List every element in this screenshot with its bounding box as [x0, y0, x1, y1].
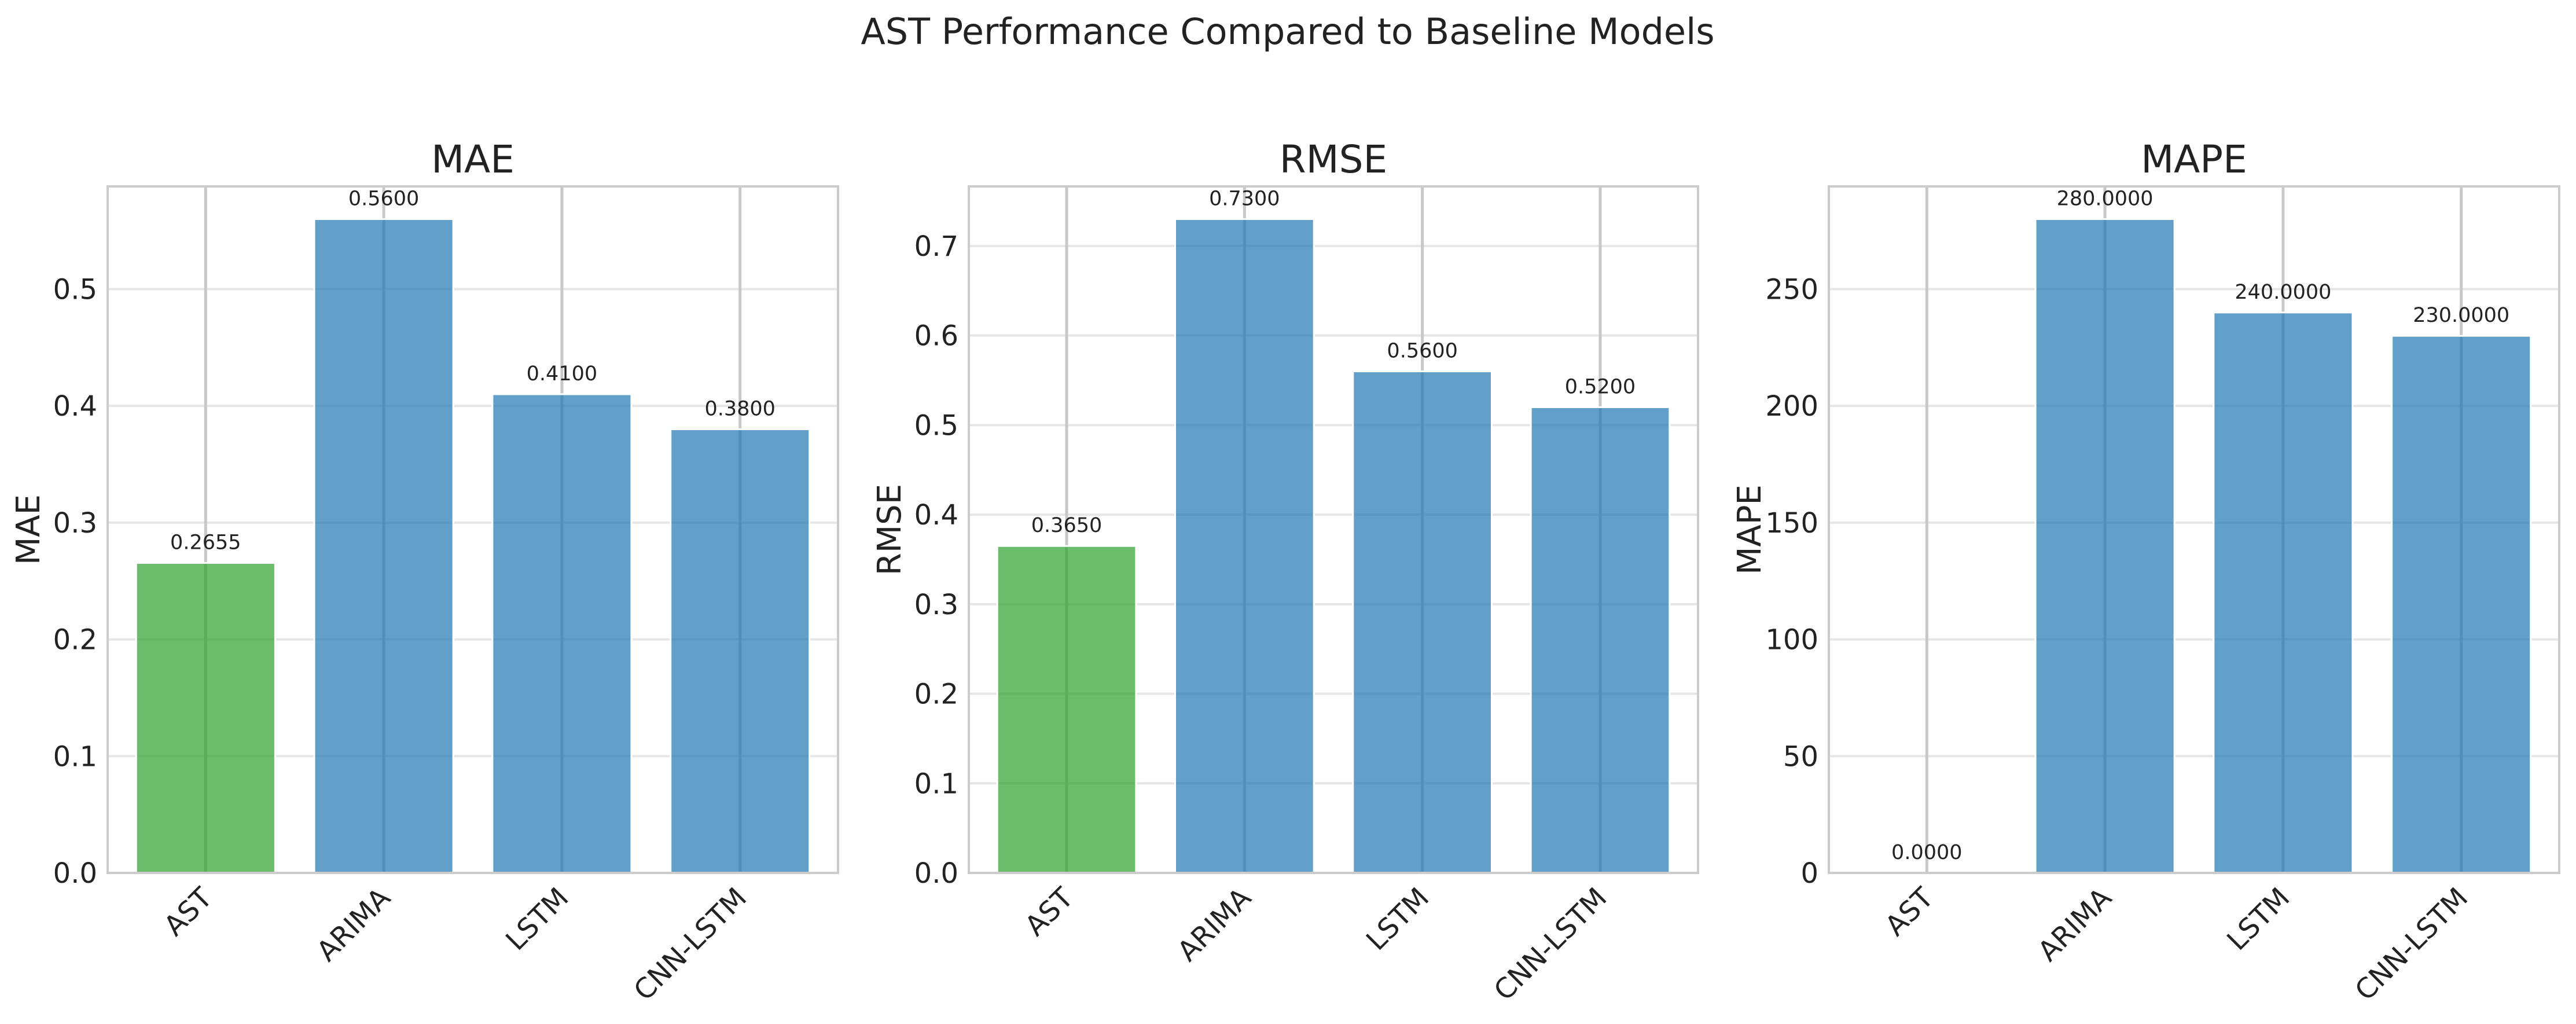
y-tick-label: 0 [1800, 857, 1818, 890]
y-tick-label: 100 [1765, 624, 1818, 656]
data-label: 280.0000 [2057, 187, 2154, 210]
bar-cnn-lstm [2391, 335, 2532, 874]
data-label: 0.3650 [1031, 514, 1102, 537]
data-label: 0.5600 [1387, 340, 1457, 363]
y-tick-label: 0.0 [914, 857, 958, 890]
x-tick-label: AST [1879, 881, 1941, 942]
data-label: 0.3800 [704, 398, 775, 421]
y-tick-label: 50 [1783, 740, 1818, 773]
chart-panels: 0.26550.56000.41000.38000.00.10.20.30.40… [10, 137, 2560, 1007]
y-tick-label: 0.5 [53, 273, 97, 306]
bar-lstm [1352, 370, 1493, 874]
y-axis-label: MAPE [1731, 485, 1769, 575]
data-label: 0.5600 [348, 187, 419, 210]
y-tick-label: 0.3 [914, 589, 958, 621]
plot-frame [106, 185, 839, 874]
bar-arima [313, 218, 454, 874]
panel-title: MAE [431, 137, 515, 182]
plot-frame [1828, 185, 2560, 874]
panel-title: MAPE [2141, 137, 2247, 182]
x-tick-label: CNN-LSTM [627, 882, 753, 1007]
chart-panel-mae: 0.2655 0.5600 0.4100 0.3800 0.0 0.1 0.2 0.3 0.4 0… [10, 137, 839, 1007]
x-tick-label: LSTM [1360, 882, 1435, 957]
x-tick-label: CNN-LSTM [2349, 882, 2474, 1007]
data-label: 0.2655 [170, 531, 241, 554]
y-tick-label: 0.2 [53, 624, 97, 656]
y-tick-label: 0.7 [914, 230, 958, 263]
y-tick-label: 0.4 [53, 390, 97, 423]
data-label: 0.5200 [1565, 375, 1636, 398]
x-tick-label: ARIMA [2032, 882, 2118, 968]
y-tick-label: 250 [1765, 273, 1818, 306]
x-tick-label: AST [158, 881, 219, 942]
panel-title: RMSE [1280, 137, 1387, 182]
y-tick-label: 0.5 [914, 409, 958, 442]
x-tick-label: LSTM [499, 882, 575, 957]
y-tick-label: 150 [1765, 507, 1818, 539]
data-label: 230.0000 [2413, 304, 2509, 327]
bar-arima [2034, 218, 2176, 874]
y-tick-label: 200 [1765, 390, 1818, 423]
y-tick-label: 0.4 [914, 499, 958, 531]
figure-title: AST Performance Compared to Baseline Mod… [861, 10, 1714, 53]
x-tick-label: AST [1019, 881, 1080, 942]
data-label: 0.0000 [1891, 841, 1962, 864]
y-tick-label: 0.6 [914, 320, 958, 353]
bar-lstm [2213, 311, 2354, 874]
bar-arima [1174, 218, 1315, 874]
data-label: 0.7300 [1209, 187, 1280, 210]
y-tick-label: 0.1 [914, 768, 958, 800]
chart-panel-rmse: 0.3650 0.7300 0.5600 0.5200 0.0 0.1 0.2 0.3 0.4 0… [871, 137, 1699, 1007]
bar-ast [996, 545, 1137, 874]
y-tick-label: 0.1 [53, 740, 97, 773]
x-tick-label: CNN-LSTM [1488, 882, 1614, 1007]
y-axis-label: RMSE [871, 484, 909, 575]
bar-cnn-lstm [1530, 406, 1671, 874]
bar-lstm [491, 393, 633, 874]
plot-frame [968, 185, 1699, 874]
y-tick-label: 0.0 [53, 857, 97, 890]
x-tick-label: ARIMA [311, 882, 397, 968]
data-label: 0.4100 [527, 362, 597, 386]
chart-panel-mape: 0.0000 280.0000 240.0000 230.0000 0 50 100 150 2… [1731, 137, 2560, 1007]
data-label: 240.0000 [2235, 281, 2331, 304]
x-tick-label: LSTM [2221, 882, 2296, 957]
bar-ast [135, 561, 276, 874]
y-axis-label: MAE [10, 494, 47, 565]
x-tick-label: ARIMA [1171, 882, 1258, 968]
y-tick-label: 0.2 [914, 678, 958, 711]
y-tick-label: 0.3 [53, 507, 97, 539]
bar-cnn-lstm [670, 428, 811, 874]
